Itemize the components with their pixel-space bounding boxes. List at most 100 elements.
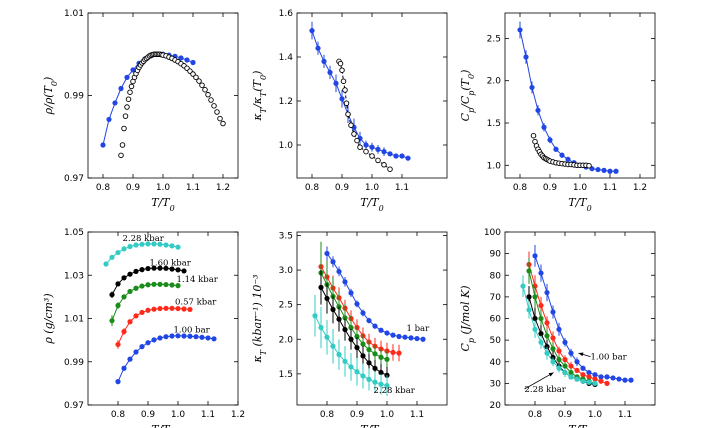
data-point — [193, 334, 199, 340]
data-point — [175, 333, 181, 339]
data-point — [190, 71, 196, 77]
y-tick-label: 1.4 — [279, 53, 294, 63]
data-point — [130, 67, 136, 73]
data-point — [336, 316, 342, 322]
y-tick-label: 1.01 — [64, 9, 84, 19]
data-point — [580, 372, 586, 378]
x-tick-label: 1.1 — [410, 410, 424, 420]
data-point — [109, 318, 115, 324]
y-axis-label: ρ/ρ(T0) — [42, 77, 59, 116]
data-point — [408, 335, 414, 341]
data-point — [175, 283, 181, 289]
data-point — [604, 380, 610, 386]
data-point — [327, 69, 333, 75]
data-point — [414, 335, 420, 342]
data-point — [127, 356, 133, 362]
x-tick-label: 0.8 — [96, 183, 111, 193]
data-point — [384, 356, 390, 362]
data-point — [523, 54, 529, 60]
data-point — [535, 107, 541, 113]
data-point — [220, 120, 226, 127]
data-point — [112, 100, 118, 106]
data-point — [568, 369, 574, 376]
x-axis-label: T/T0 — [568, 196, 591, 213]
data-point — [550, 335, 556, 341]
data-point — [568, 350, 574, 356]
data-point — [357, 144, 363, 150]
data-point — [610, 375, 616, 381]
data-point — [115, 302, 121, 309]
data-point — [420, 336, 426, 342]
y-tick-label: 0.99 — [64, 358, 84, 368]
data-point — [184, 57, 190, 63]
data-point — [526, 307, 532, 313]
data-point — [211, 336, 217, 342]
data-point — [378, 354, 384, 360]
data-point — [586, 374, 592, 380]
data-point — [318, 284, 324, 290]
y-tick-label: 1.5 — [487, 119, 501, 129]
x-tick-label: 1.0 — [171, 410, 186, 420]
data-point — [151, 281, 157, 287]
y-tick-label: 80 — [490, 271, 502, 281]
annotation-arrowhead — [578, 352, 584, 357]
data-point — [354, 344, 360, 351]
y-tick-label: 1.0 — [279, 141, 294, 151]
data-point — [520, 283, 526, 289]
data-point — [354, 369, 360, 375]
data-point — [553, 146, 559, 152]
data-point — [586, 369, 592, 376]
data-point — [205, 91, 211, 98]
data-point — [366, 376, 372, 382]
data-point — [405, 155, 411, 161]
data-point — [348, 364, 354, 370]
series-group — [312, 241, 426, 397]
x-tick-label: 1.0 — [380, 410, 395, 420]
data-point — [133, 242, 139, 248]
data-point — [115, 379, 121, 385]
data-point — [181, 268, 187, 274]
data-point — [526, 268, 532, 274]
data-point — [366, 360, 372, 366]
data-point — [109, 292, 115, 298]
data-point — [169, 266, 175, 272]
chart-p3: 0.8 0.9 1.0 1.1 1.2 1.0 1.5 2.0 2.5 T/T0 Cp/Cp(T0) — [459, 12, 656, 213]
x-axis-label: T/T0 — [151, 423, 174, 428]
annotation-arrowhead — [548, 372, 554, 377]
data-point — [121, 275, 127, 281]
data-point — [387, 166, 393, 172]
data-point — [562, 339, 568, 345]
data-point — [574, 367, 580, 373]
data-point — [333, 80, 339, 86]
data-point — [312, 313, 318, 319]
data-point — [547, 137, 553, 143]
series-line-1.60-kbar — [111, 267, 185, 295]
y-axis-label: ρ (g/cm³) — [42, 293, 55, 344]
data-point — [127, 243, 133, 250]
data-point — [324, 334, 330, 340]
data-point — [544, 289, 550, 296]
annotation-label: 1.00 bar — [174, 326, 211, 336]
data-point — [562, 369, 568, 376]
data-point — [151, 337, 157, 343]
data-point — [125, 96, 132, 102]
y-tick-label: 40 — [490, 358, 502, 368]
data-point — [574, 359, 580, 365]
data-point — [145, 265, 151, 272]
data-point — [360, 373, 366, 379]
y-tick-label: 3.0 — [279, 266, 294, 276]
data-point — [133, 313, 139, 319]
y-tick-label: 3.5 — [279, 231, 293, 241]
data-point — [321, 58, 327, 64]
data-point — [372, 323, 378, 329]
data-point — [375, 146, 381, 152]
data-point — [330, 259, 336, 265]
data-point — [345, 111, 351, 117]
data-point — [372, 379, 378, 385]
data-point — [211, 103, 217, 109]
x-tick-label: 1.1 — [618, 410, 632, 420]
series-group — [103, 241, 217, 385]
x-axis-label: T/T0 — [360, 423, 383, 428]
x-axis-label: T/T0 — [360, 196, 383, 213]
